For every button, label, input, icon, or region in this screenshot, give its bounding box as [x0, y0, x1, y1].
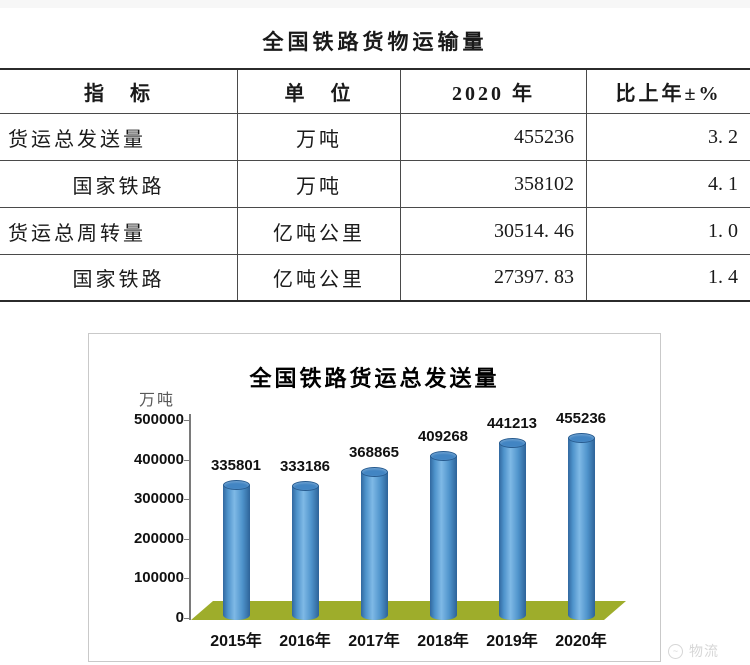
watermark-text: 物流 — [689, 643, 719, 659]
table-row: 货运总周转量 亿吨公里 30514. 46 1. 0 — [0, 208, 750, 255]
cell-indicator: 货运总发送量 — [0, 114, 238, 160]
cell-change: 1. 4 — [708, 266, 738, 288]
x-tick-label: 2020年 — [555, 633, 607, 650]
y-tick-mark — [184, 538, 189, 540]
y-tick-mark — [184, 459, 189, 461]
bar-value-label: 409268 — [417, 427, 469, 445]
header-indicator: 指 标 — [0, 70, 238, 113]
y-tick-mark — [184, 618, 189, 619]
bar-top-cap — [222, 480, 250, 491]
header-year: 2020 年 — [401, 70, 587, 113]
top-strip — [0, 0, 750, 8]
watermark-logo-icon: ~ — [668, 643, 683, 659]
x-tick-label: 2015年 — [210, 633, 262, 650]
y-tick-mark — [184, 420, 189, 421]
chart-y-axis-unit: 万吨 — [139, 392, 176, 409]
chart-title: 全国铁路货运总发送量 — [249, 366, 500, 391]
bar-chart: 全国铁路货运总发送量 万吨 0 100000 200000 300000 400000 5… — [88, 333, 661, 662]
bar-top-cap — [498, 438, 526, 449]
bar-body — [291, 486, 319, 620]
x-tick-label: 2019年 — [486, 633, 538, 650]
table-row: 货运总发送量 万吨 455236 3. 2 — [0, 114, 750, 161]
bar-value-label: 335801 — [210, 457, 262, 475]
bar-top-cap — [567, 432, 595, 443]
cell-unit: 万吨 — [238, 161, 401, 207]
y-tick-label: 500000 — [133, 411, 184, 428]
cell-change: 3. 2 — [708, 125, 738, 148]
bar — [429, 450, 457, 620]
bar-top-cap — [360, 466, 388, 477]
y-tick-label: 300000 — [133, 490, 184, 508]
cell-unit: 亿吨公里 — [238, 255, 401, 300]
bar-body — [360, 471, 388, 620]
page-title: 全国铁路货物运输量 — [262, 30, 488, 54]
bar-body — [222, 485, 250, 620]
y-axis-line — [189, 414, 191, 620]
bar-chart-plot: 0 100000 200000 300000 400000 500000 335801 201… — [89, 334, 660, 661]
table-row: 国家铁路 万吨 358102 4. 1 — [0, 161, 750, 208]
bar — [498, 438, 526, 620]
cell-value: 455236 — [401, 114, 587, 160]
cell-change: 1. 0 — [708, 219, 738, 242]
bar — [222, 480, 250, 620]
y-tick-mark — [184, 578, 189, 580]
bar — [291, 481, 319, 620]
header-unit: 单 位 — [238, 70, 401, 113]
table-header-row: 指 标 单 位 2020 年 比上年±% — [0, 70, 750, 114]
watermark: ~ 物流 — [668, 641, 719, 661]
header-change: 比上年±% — [615, 83, 722, 105]
y-tick-label: 100000 — [133, 569, 184, 587]
bar-value-label: 441213 — [486, 415, 538, 433]
bar-value-label: 455236 — [555, 409, 607, 427]
bar-body — [429, 455, 457, 620]
bar-top-cap — [429, 450, 457, 461]
cell-indicator: 国家铁路 — [0, 255, 238, 300]
bar — [360, 466, 388, 620]
chart-floor — [191, 601, 626, 620]
cell-unit: 亿吨公里 — [238, 208, 401, 254]
x-tick-label: 2017年 — [348, 633, 400, 650]
bar-value-label: 333186 — [279, 458, 331, 476]
cell-change: 4. 1 — [708, 172, 738, 195]
x-tick-label: 2018年 — [417, 633, 469, 650]
cell-value: 27397. 83 — [401, 255, 587, 300]
x-tick-label: 2016年 — [279, 633, 331, 650]
cell-value: 30514. 46 — [401, 208, 587, 254]
y-tick-mark — [184, 499, 189, 501]
y-tick-label: 200000 — [133, 529, 184, 547]
freight-stats-table: 指 标 单 位 2020 年 比上年±% 货运总发送量 万吨 455236 3.… — [0, 68, 750, 302]
y-tick-label: 400000 — [133, 450, 184, 468]
bar-top-cap — [291, 481, 319, 492]
bar-body — [498, 443, 526, 620]
cell-unit: 万吨 — [238, 114, 401, 160]
cell-value: 358102 — [401, 161, 587, 207]
cell-indicator: 货运总周转量 — [0, 208, 238, 254]
table-row: 国家铁路 亿吨公里 27397. 83 1. 4 — [0, 255, 750, 302]
bar — [567, 432, 595, 620]
cell-indicator: 国家铁路 — [0, 161, 238, 207]
bar-body — [567, 437, 595, 620]
bar-value-label: 368865 — [348, 443, 400, 461]
y-tick-label: 0 — [175, 609, 184, 626]
